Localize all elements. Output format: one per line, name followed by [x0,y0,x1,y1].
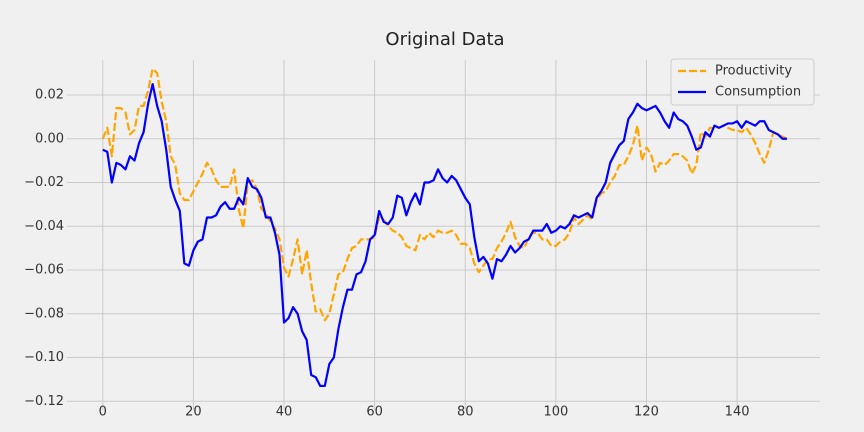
legend-box [670,58,815,106]
x-tick-label: 120 [634,405,659,420]
y-tick-label: 0.02 [35,88,64,103]
x-tick-label: 60 [366,405,383,420]
y-tick-label: −0.02 [24,175,64,190]
x-tick-label: 20 [185,405,202,420]
y-tick-label: −0.08 [24,306,64,321]
line-series [102,82,787,388]
legend-label: Productivity [715,64,792,79]
line-series [101,67,788,322]
chart-title: Original Data [385,29,504,50]
x-tick-label: 140 [725,405,750,420]
y-tick-label: −0.12 [24,394,64,409]
x-tick-label: 0 [99,405,107,420]
legend-label: Consumption [715,85,801,100]
y-tick-label: −0.10 [24,350,64,365]
y-tick-label: −0.06 [24,263,64,278]
y-tick-label: −0.04 [24,219,64,234]
y-tick-label: 0.00 [35,131,64,146]
x-tick-label: 80 [457,405,474,420]
x-tick-label: 40 [276,405,293,420]
x-tick-label: 100 [543,405,568,420]
